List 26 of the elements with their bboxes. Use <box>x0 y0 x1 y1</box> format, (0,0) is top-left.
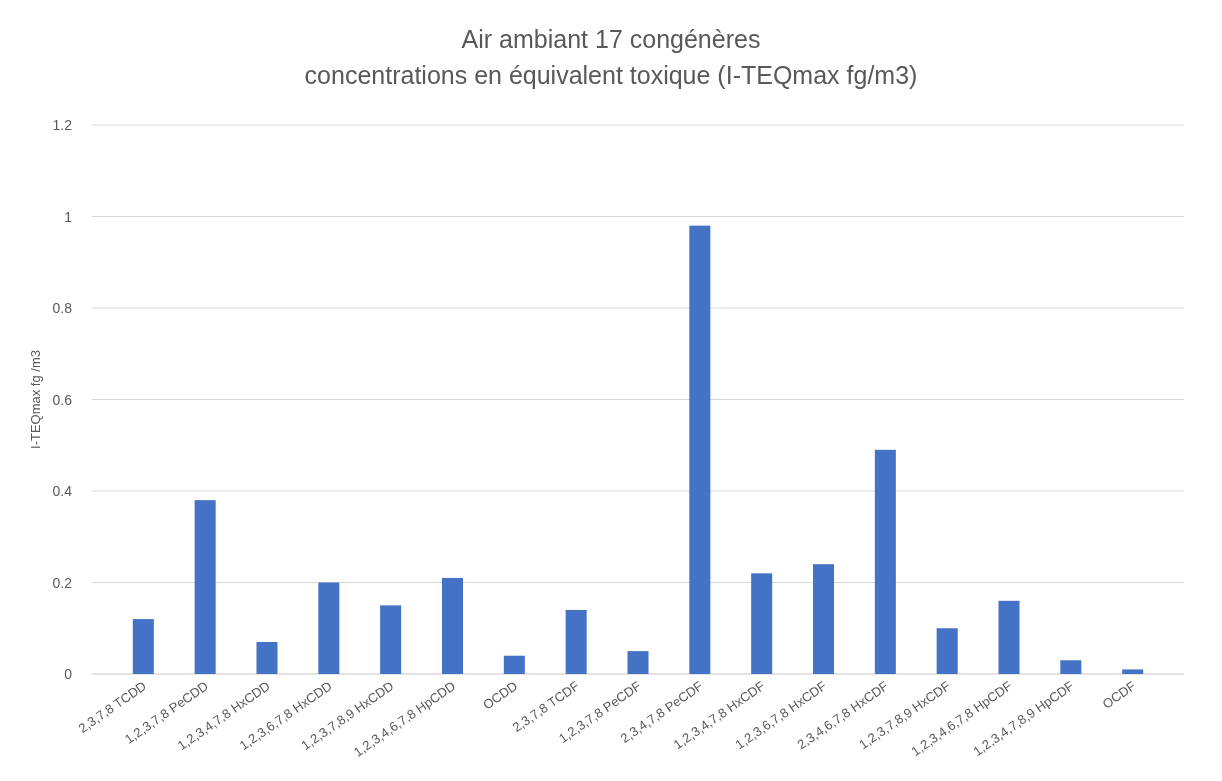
y-tick-label: 0 <box>64 666 73 682</box>
bar <box>256 641 278 674</box>
bar <box>565 609 587 674</box>
bar <box>751 573 773 674</box>
y-tick-label: 0.2 <box>52 574 73 591</box>
y-tick-label: 0.6 <box>52 391 73 408</box>
bar <box>998 600 1020 674</box>
bar <box>1122 669 1144 674</box>
y-tick-label: 0.8 <box>52 300 73 316</box>
bar <box>194 500 216 674</box>
bar <box>318 582 340 674</box>
y-tick-label: 0.4 <box>52 483 73 499</box>
y-axis-title: I-TEQmax fg /m3 <box>28 350 43 449</box>
bar <box>380 605 402 674</box>
bar <box>132 619 154 674</box>
chart-title: Air ambiant 17 congénères concentrations en équivalent toxique (I-TEQmax fg/m3) <box>304 25 918 89</box>
y-tick-label: 1 <box>64 208 73 225</box>
bar <box>874 449 896 674</box>
y-tick-label: 1.2 <box>52 117 73 133</box>
bar <box>812 564 835 674</box>
bar <box>1060 660 1082 674</box>
bar <box>627 651 649 674</box>
bar <box>936 628 958 674</box>
bar <box>503 655 525 674</box>
bar <box>441 577 464 674</box>
bar <box>689 225 711 674</box>
